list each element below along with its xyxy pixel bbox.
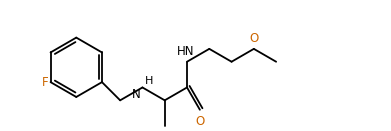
Text: HN: HN xyxy=(177,45,195,58)
Text: F: F xyxy=(42,76,48,89)
Text: N: N xyxy=(132,88,140,101)
Text: H: H xyxy=(144,77,153,86)
Text: O: O xyxy=(195,115,204,128)
Text: O: O xyxy=(249,32,258,45)
